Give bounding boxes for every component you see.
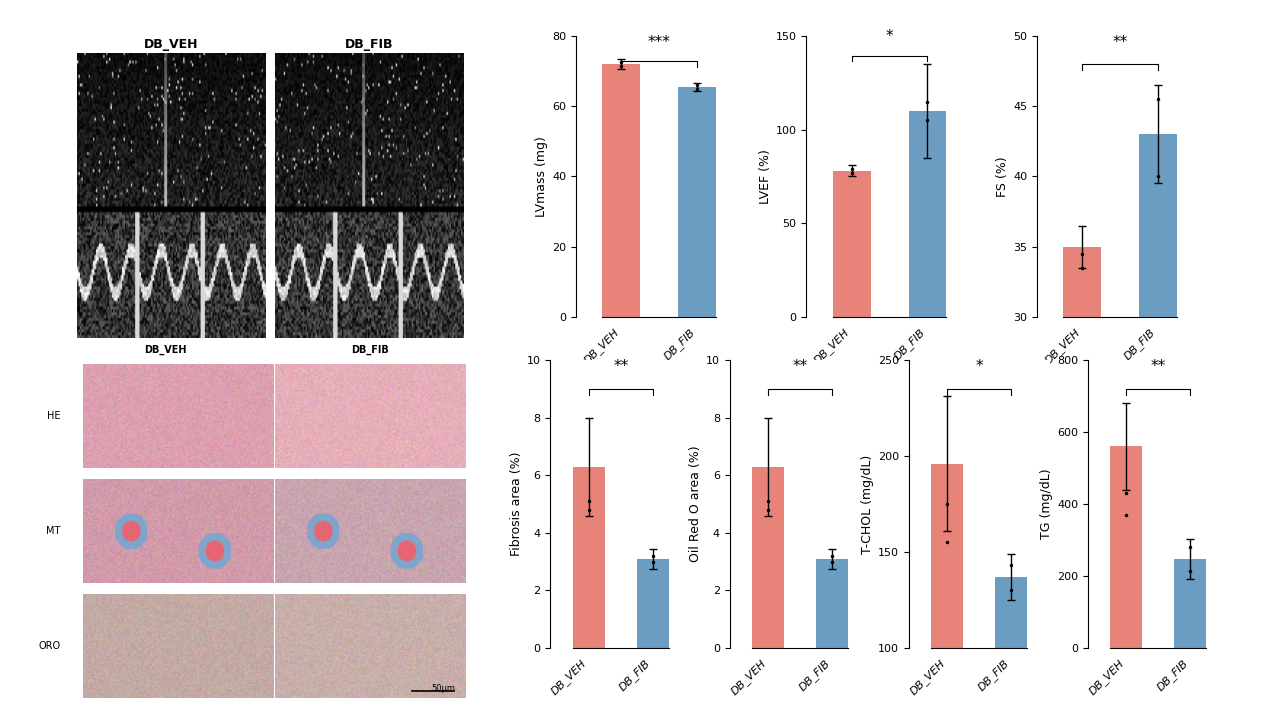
Bar xyxy=(909,111,946,317)
Text: **: ** xyxy=(792,359,808,374)
Title: DB_FIB: DB_FIB xyxy=(346,37,394,50)
Text: **: ** xyxy=(613,359,628,374)
Bar xyxy=(1139,134,1176,720)
Bar xyxy=(573,467,604,648)
Bar xyxy=(833,171,870,317)
Y-axis label: FS (%): FS (%) xyxy=(996,156,1009,197)
Text: **: ** xyxy=(1151,359,1166,374)
Y-axis label: LVmass (mg): LVmass (mg) xyxy=(535,136,548,217)
Bar xyxy=(1175,559,1206,648)
Text: *: * xyxy=(975,359,983,374)
Y-axis label: TG (mg/dL): TG (mg/dL) xyxy=(1039,469,1053,539)
Bar xyxy=(603,64,640,317)
Y-axis label: LVEF (%): LVEF (%) xyxy=(759,149,772,204)
Y-axis label: Fibrosis area (%): Fibrosis area (%) xyxy=(509,451,522,557)
Text: **: ** xyxy=(1112,35,1128,50)
Bar xyxy=(932,464,963,720)
Text: DB_FIB: DB_FIB xyxy=(352,345,389,355)
Bar xyxy=(817,559,847,648)
Text: ***: *** xyxy=(648,35,671,50)
Bar xyxy=(637,559,668,648)
Bar xyxy=(1110,446,1142,648)
Bar xyxy=(1064,246,1101,720)
Y-axis label: T-CHOL (mg/dL): T-CHOL (mg/dL) xyxy=(860,454,874,554)
Text: 50μm: 50μm xyxy=(431,684,456,693)
Text: *: * xyxy=(886,30,893,45)
Y-axis label: Oil Red O area (%): Oil Red O area (%) xyxy=(689,446,701,562)
Title: DB_VEH: DB_VEH xyxy=(143,37,198,50)
Text: DB_VEH: DB_VEH xyxy=(145,345,187,355)
Bar xyxy=(678,87,716,317)
Text: MT: MT xyxy=(46,526,60,536)
Bar xyxy=(751,467,783,648)
Bar xyxy=(996,577,1027,720)
Text: ORO: ORO xyxy=(38,642,60,651)
Text: HE: HE xyxy=(47,411,60,420)
